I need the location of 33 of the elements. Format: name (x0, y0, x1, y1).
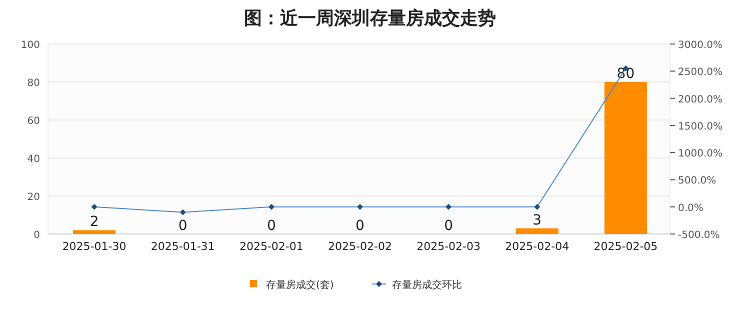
y2-tick-label: 1500.0% (678, 121, 722, 132)
bar (516, 228, 558, 234)
x-tick-label: 2025-02-02 (328, 240, 392, 253)
y2-tick-label: -500.0% (678, 230, 720, 241)
y2-tick-label: 1000.0% (678, 148, 722, 160)
data-label: 0 (266, 218, 276, 234)
y-tick-label: 0 (34, 230, 40, 241)
bar (73, 230, 116, 234)
y-tick-label: 100 (20, 40, 40, 51)
y-tick-label: 80 (27, 78, 40, 89)
y-tick-label: 40 (27, 154, 40, 165)
y2-tick-label: 3000.0% (678, 40, 722, 51)
data-label: 0 (178, 218, 188, 234)
data-label: 0 (444, 218, 454, 234)
y-tick-label: 20 (27, 192, 40, 203)
data-label: 0 (356, 218, 364, 234)
chart-title: 图：近一周深圳存量房成交走势 (244, 8, 496, 29)
legend-label: 存量房成交(套) (266, 279, 334, 291)
y2-tick-label: 0.0% (678, 202, 704, 214)
x-tick-label: 2025-01-30 (62, 240, 126, 253)
x-tick-label: 2025-02-04 (505, 240, 570, 253)
x-tick-label: 2025-02-03 (416, 240, 481, 253)
legend-label: 存量房成交环比 (392, 279, 462, 291)
y2-tick-label: 2000.0% (678, 94, 722, 106)
x-tick-label: 2025-02-01 (239, 240, 304, 253)
x-tick-label: 2025-02-05 (594, 240, 658, 253)
data-label: 3 (532, 212, 542, 228)
y2-tick-label: 2500.0% (678, 67, 722, 78)
data-label: 2 (90, 214, 99, 230)
y2-tick-label: 500.0% (678, 176, 716, 187)
x-tick-label: 2025-01-31 (150, 240, 215, 253)
bar (604, 82, 647, 234)
y-tick-label: 60 (27, 116, 40, 127)
